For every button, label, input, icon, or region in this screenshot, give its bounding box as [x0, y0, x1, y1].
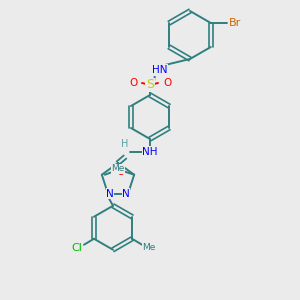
Text: NH: NH	[142, 147, 158, 157]
Text: Me: Me	[112, 164, 125, 173]
Text: Cl: Cl	[71, 243, 82, 253]
Text: Br: Br	[229, 18, 241, 28]
Text: O: O	[117, 167, 125, 177]
Text: S: S	[146, 79, 154, 92]
Text: O: O	[163, 78, 171, 88]
Text: Me: Me	[142, 243, 156, 252]
Text: N: N	[106, 189, 114, 199]
Text: HN: HN	[152, 65, 168, 75]
Text: H: H	[121, 139, 129, 149]
Text: O: O	[129, 78, 137, 88]
Text: N: N	[122, 189, 130, 199]
